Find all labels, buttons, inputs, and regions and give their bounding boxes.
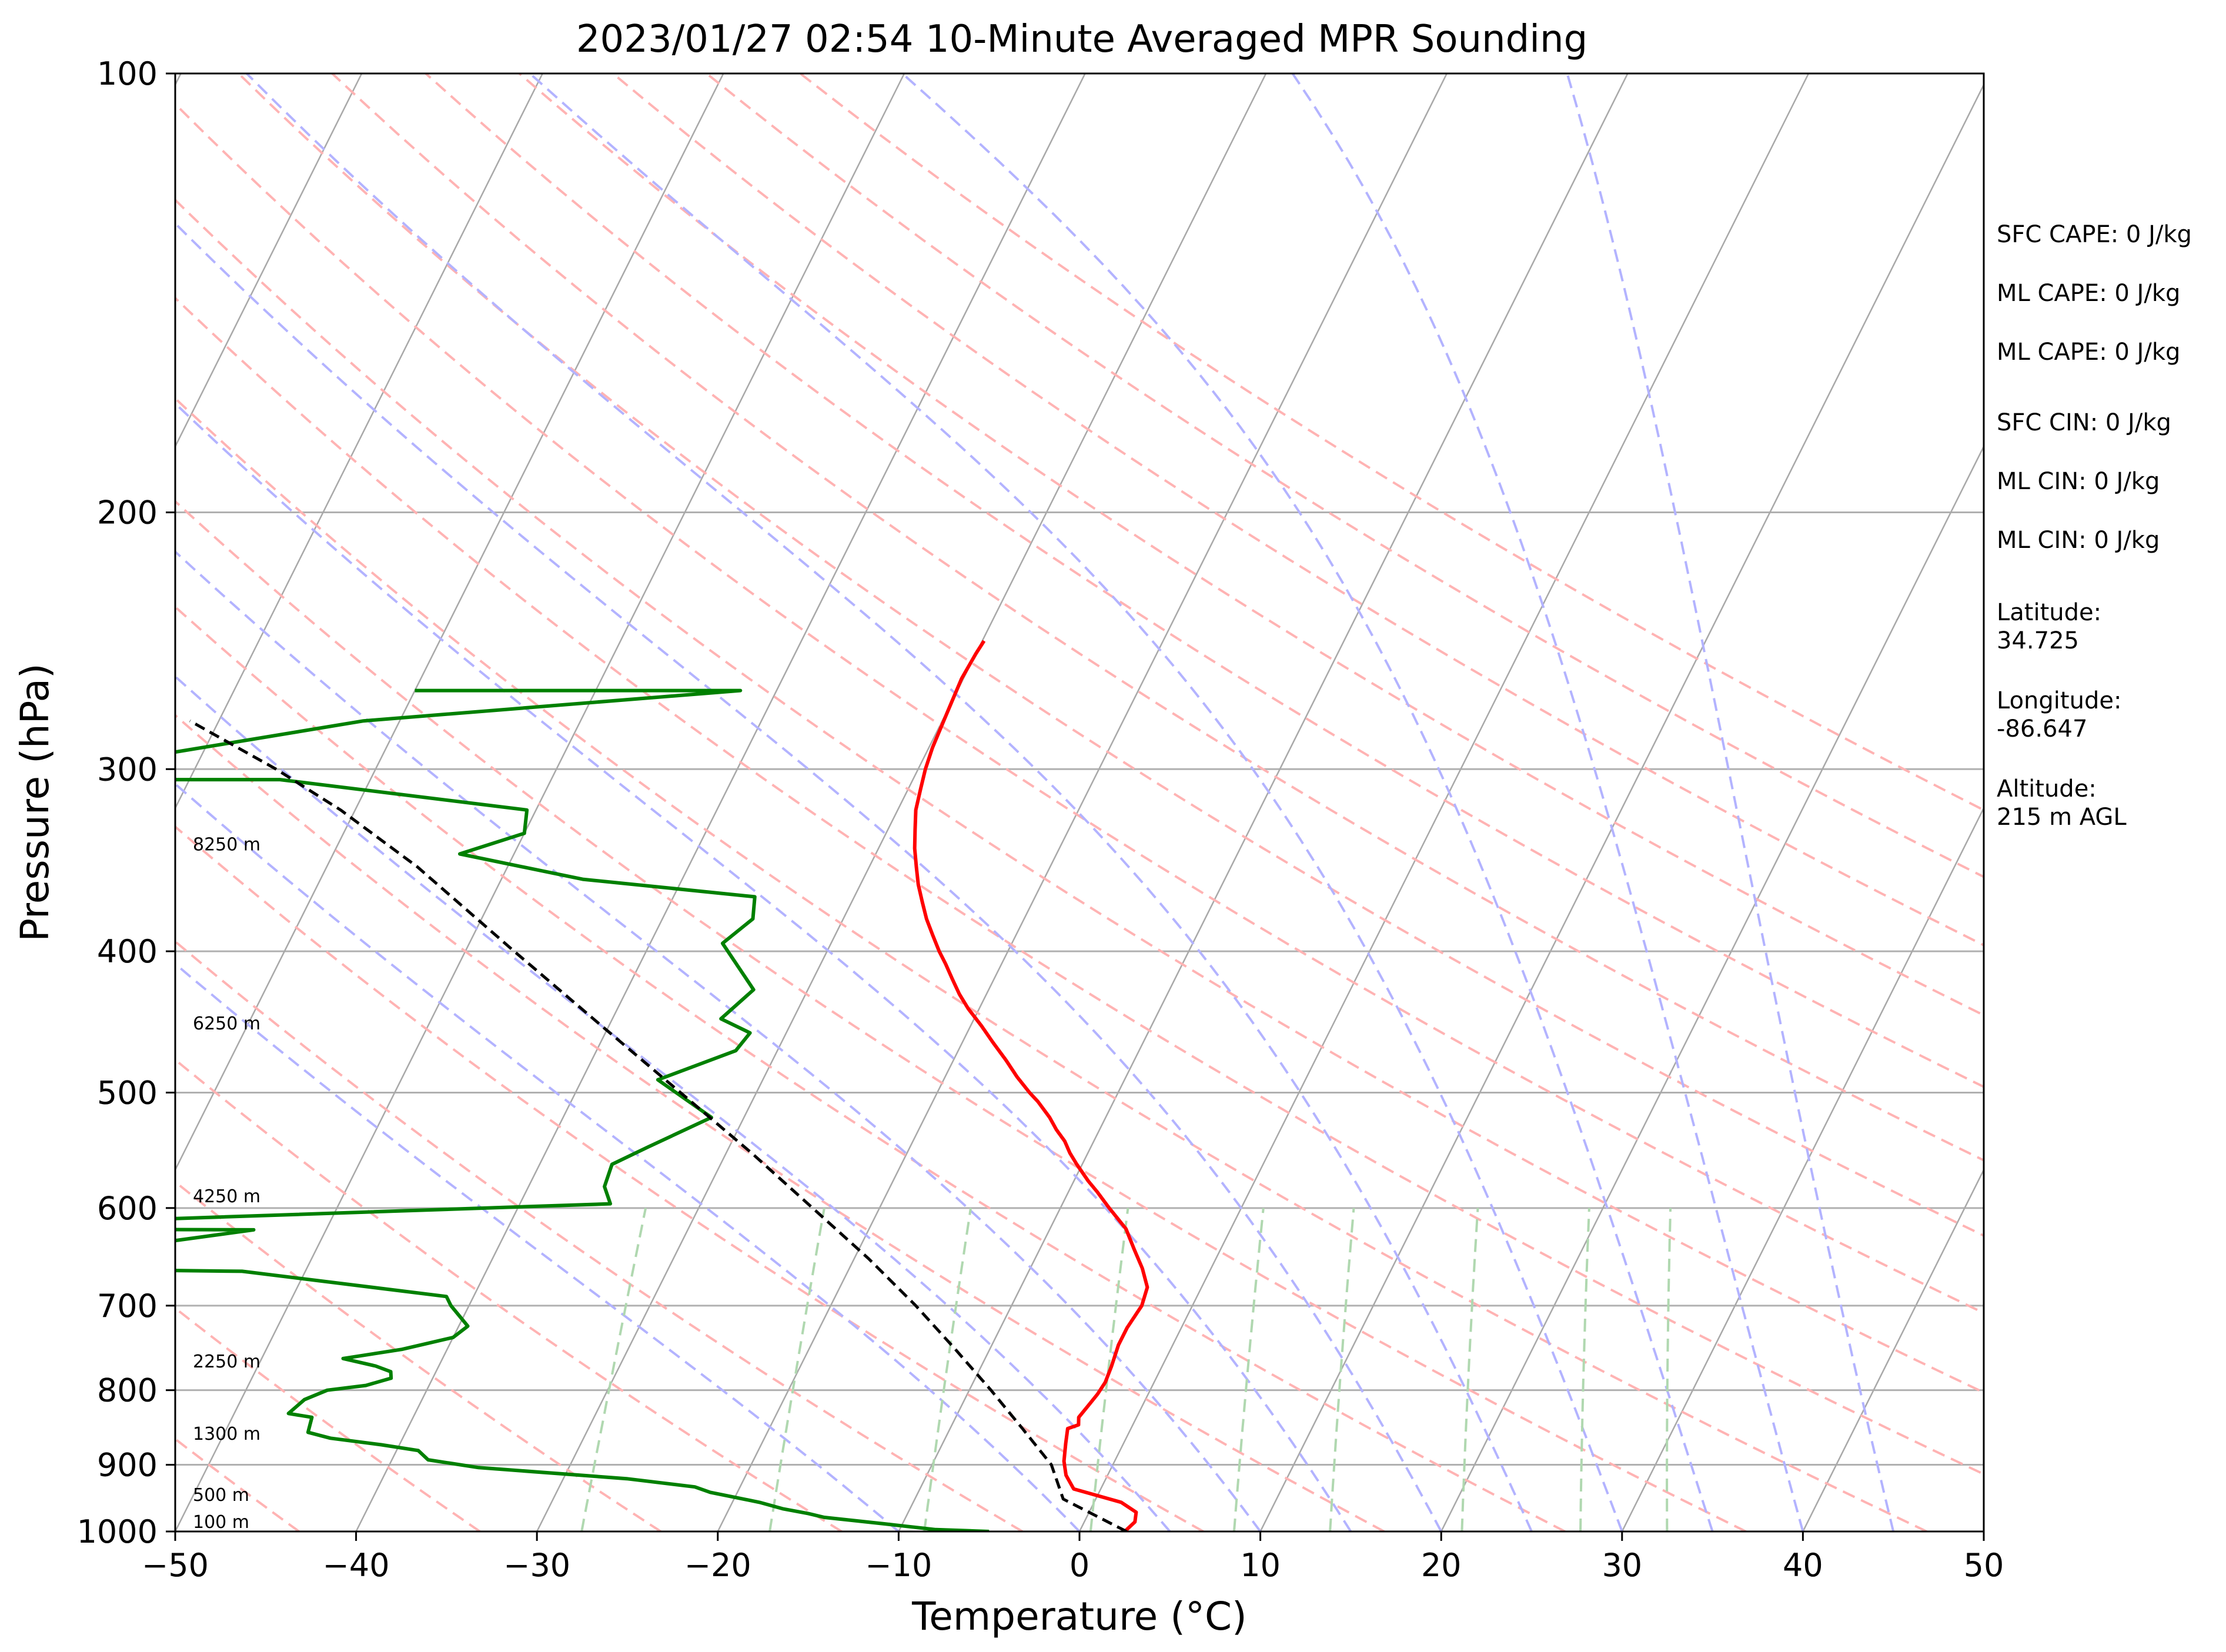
x-tick-label: −40 <box>323 1547 390 1584</box>
height-label: 8250 m <box>193 835 260 855</box>
x-tick-label: 10 <box>1240 1547 1281 1584</box>
isotherm-line <box>175 73 543 810</box>
mixing-ratio-line <box>1460 1208 1479 1531</box>
dewpoint-profile <box>175 688 990 1531</box>
moist-adiabat-line <box>175 402 1352 1531</box>
moist-adiabat-line <box>175 962 900 1531</box>
height-label: 500 m <box>193 1485 249 1506</box>
isotherm-line <box>1802 1168 1984 1531</box>
isotherm-line <box>175 73 363 449</box>
isotherm-line <box>175 73 724 1172</box>
isotherm-line <box>1621 806 1984 1531</box>
info-annotation: SFC CAPE: 0 J/kg <box>1997 221 2192 248</box>
dry-adiabat-line <box>799 73 1984 812</box>
background-lines <box>175 73 1984 1531</box>
mixing-ratio-line <box>923 1208 972 1531</box>
info-annotation: ML CAPE: 0 J/kg <box>1997 339 2180 366</box>
info-annotations: SFC CAPE: 0 J/kg ML CAPE: 0 J/kg ML CAPE: … <box>1997 221 2192 831</box>
x-tick-label: 40 <box>1783 1547 1823 1584</box>
x-tick-label: −30 <box>503 1547 570 1584</box>
info-annotation: SFC CIN: 0 J/kg <box>1997 409 2171 436</box>
isotherm-line <box>175 73 905 1531</box>
dry-adiabat-line <box>175 296 1984 1476</box>
parcel-profile <box>189 720 1128 1531</box>
dry-adiabat-line <box>612 73 1984 947</box>
dry-adiabat-line <box>175 939 1024 1531</box>
mixing-ratio-line <box>1232 1208 1265 1531</box>
height-labels: 100 m 500 m 1300 m 2250 m 4250 m 6250 m 8250 m <box>193 835 260 1533</box>
plot-area: 100 m 500 m 1300 m 2250 m 4250 m 6250 m 8250 m <box>174 72 1985 1533</box>
info-annotation: Longitude: -86.647 <box>1997 687 2121 743</box>
moist-adiabat-line <box>1566 73 1895 1531</box>
isotherm-line <box>355 73 1086 1531</box>
y-axis-label: Pressure (hPa) <box>12 663 58 941</box>
dry-adiabat-line <box>175 1058 843 1531</box>
info-annotation: Altitude: 215 m AGL <box>1997 775 2127 831</box>
mixing-ratio-line <box>1089 1208 1129 1531</box>
y-tick-label: 100 <box>97 55 158 92</box>
height-label: 4250 m <box>193 1186 260 1207</box>
info-annotation: ML CAPE: 0 J/kg <box>1997 280 2180 307</box>
mixing-ratio-line <box>1329 1208 1355 1531</box>
y-tick-label: 600 <box>97 1190 158 1227</box>
x-tick-label: −20 <box>684 1547 751 1584</box>
info-annotation: Latitude: 34.725 <box>1997 599 2101 654</box>
x-tick-label: −10 <box>865 1547 932 1584</box>
y-tick-label: 700 <box>97 1288 158 1325</box>
x-tick-label: 50 <box>1964 1547 2004 1584</box>
moist-adiabat-line <box>175 222 1442 1531</box>
isotherm-line <box>536 73 1267 1531</box>
x-tick-label: 0 <box>1069 1547 1089 1584</box>
mixing-ratio-line <box>580 1208 647 1531</box>
sounding-series <box>175 640 1149 1531</box>
x-axis: −50 −40 −30 −20 −10 0 10 20 30 40 50 <box>142 1531 2004 1584</box>
y-tick-label: 400 <box>97 933 158 970</box>
mixing-ratio-line <box>1666 1208 1672 1531</box>
height-label: 6250 m <box>193 1014 260 1034</box>
y-tick-label: 300 <box>97 751 158 788</box>
y-tick-label: 1000 <box>77 1513 158 1550</box>
dry-adiabat-line <box>518 73 1984 1016</box>
isotherm-line <box>1440 444 1984 1531</box>
x-tick-label: 30 <box>1602 1547 1642 1584</box>
y-tick-label: 900 <box>97 1447 158 1484</box>
dry-adiabat-line <box>175 198 1984 1394</box>
dry-adiabat-line <box>238 73 1984 1238</box>
moist-adiabat-line <box>246 73 1533 1531</box>
moist-adiabat-line <box>175 550 1262 1531</box>
x-tick-label: 20 <box>1421 1547 1462 1584</box>
dry-adiabat-line <box>175 605 1566 1531</box>
moist-adiabat-line <box>1291 73 1804 1531</box>
height-label: 100 m <box>193 1512 249 1533</box>
dry-adiabat-line <box>175 397 1927 1531</box>
x-tick-label: −50 <box>142 1547 209 1584</box>
chart-title: 2023/01/27 02:54 10-Minute Averaged MPR … <box>576 18 1587 61</box>
dry-adiabat-line <box>175 825 1204 1531</box>
height-label: 2250 m <box>193 1352 260 1372</box>
temperature-profile <box>913 640 1149 1531</box>
height-label: 1300 m <box>193 1424 260 1444</box>
y-tick-label: 200 <box>97 494 158 531</box>
mixing-ratio-line <box>1579 1208 1590 1531</box>
isotherm-line <box>1259 83 1984 1531</box>
info-annotation: ML CIN: 0 J/kg <box>1997 527 2160 554</box>
dry-adiabat-line <box>175 102 1984 1315</box>
y-tick-label: 800 <box>97 1372 158 1409</box>
isotherm-line <box>717 73 1448 1531</box>
y-tick-label: 500 <box>97 1074 158 1111</box>
dry-adiabat-line <box>175 1180 661 1531</box>
dry-adiabat-line <box>331 73 1984 1162</box>
info-annotation: ML CIN: 0 J/kg <box>1997 468 2160 495</box>
x-axis-label: Temperature (°C) <box>911 1594 1247 1639</box>
y-axis: 100 200 300 400 500 600 700 800 900 1000 <box>77 55 175 1550</box>
isotherm-line <box>1078 73 1810 1531</box>
mixing-ratio-line <box>768 1208 825 1531</box>
isotherm-line <box>898 73 1629 1531</box>
moist-adiabat-line <box>901 73 1714 1531</box>
